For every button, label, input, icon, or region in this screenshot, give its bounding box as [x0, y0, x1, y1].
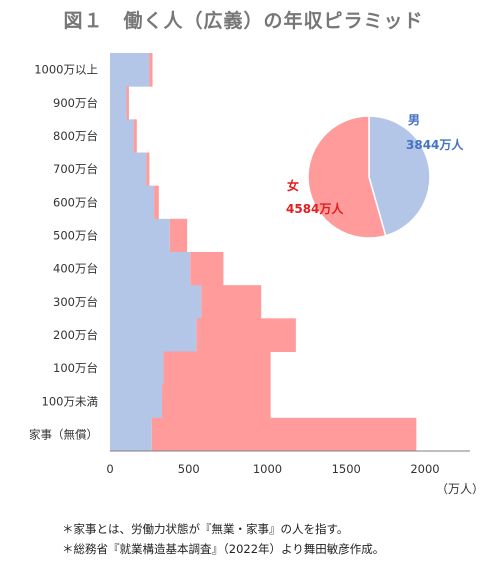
bar-male-6 [110, 252, 191, 286]
pie-value-female: 4584万人 [286, 201, 344, 216]
chart-title: 図１ 働く人（広義）の年収ピラミッド [63, 10, 424, 32]
bar-female-11 [151, 417, 417, 452]
bar-female-0 [149, 53, 153, 87]
bar-female-5 [169, 218, 188, 253]
x-tick-label-4: 2000 [410, 462, 439, 476]
x-axis-unit-label: （万人） [436, 482, 484, 496]
bar-male-11 [110, 417, 152, 452]
y-tick-label-1: 900万台 [53, 96, 98, 110]
bar-male-10 [110, 384, 162, 419]
pie-slice-male [368, 115, 431, 237]
bar-male-4 [110, 185, 155, 220]
bar-male-3 [110, 152, 147, 187]
bar-female-4 [154, 185, 159, 220]
bar-male-7 [110, 285, 202, 319]
y-tick-label-11: 家事（無償） [29, 427, 98, 441]
y-tick-label-4: 600万台 [53, 195, 98, 209]
footnotes: ＊家事とは、労働力状態が『無業・家事』の人を指す。 ＊総務省『就業構造基本調査』… [62, 519, 384, 559]
bar-female-6 [190, 252, 224, 286]
bar-male-9 [110, 351, 164, 386]
bar-female-9 [163, 351, 271, 386]
bar-male-5 [110, 218, 170, 253]
y-tick-label-7: 300万台 [53, 295, 98, 309]
bars-layer [110, 53, 417, 452]
bar-male-8 [110, 318, 197, 352]
pie-slice-female [307, 115, 387, 239]
pie-label-male: 男 [408, 113, 420, 127]
y-tick-label-2: 800万台 [53, 129, 98, 143]
y-tick-label-9: 100万台 [53, 361, 98, 375]
bar-female-10 [161, 384, 271, 419]
bar-female-8 [196, 318, 296, 352]
pie-value-male: 3844万人 [406, 137, 464, 152]
x-tick-label-0: 0 [106, 462, 113, 476]
y-tick-label-0: 1000万以上 [34, 63, 98, 77]
bar-male-2 [110, 119, 134, 153]
bar-female-2 [133, 119, 137, 153]
y-tick-label-3: 700万台 [53, 162, 98, 176]
y-axis-labels: 1000万以上 900万台 800万台 700万台 600万台 500万台 400万台 300… [29, 63, 98, 442]
y-tick-label-5: 500万台 [53, 228, 98, 242]
bar-male-1 [110, 86, 127, 120]
bar-female-3 [146, 152, 150, 187]
bar-female-7 [201, 285, 262, 319]
y-tick-label-6: 400万台 [53, 262, 98, 276]
x-tick-label-2: 1000 [253, 462, 282, 476]
x-axis: 0 500 1000 1500 2000 （万人） [106, 450, 484, 496]
footnote-housework: ＊家事とは、労働力状態が『無業・家事』の人を指す。 [62, 522, 349, 536]
footnote-source: ＊総務省『就業構造基本調査』（2022年）より舞田敏彦作成。 [62, 542, 385, 556]
y-tick-label-8: 200万台 [53, 328, 98, 342]
y-tick-label-10: 100万未満 [42, 394, 98, 408]
x-tick-label-1: 500 [178, 462, 200, 476]
pie-label-female: 女 [287, 178, 299, 193]
bar-female-1 [126, 86, 129, 120]
x-tick-label-3: 1500 [332, 462, 361, 476]
bar-male-0 [110, 53, 150, 87]
